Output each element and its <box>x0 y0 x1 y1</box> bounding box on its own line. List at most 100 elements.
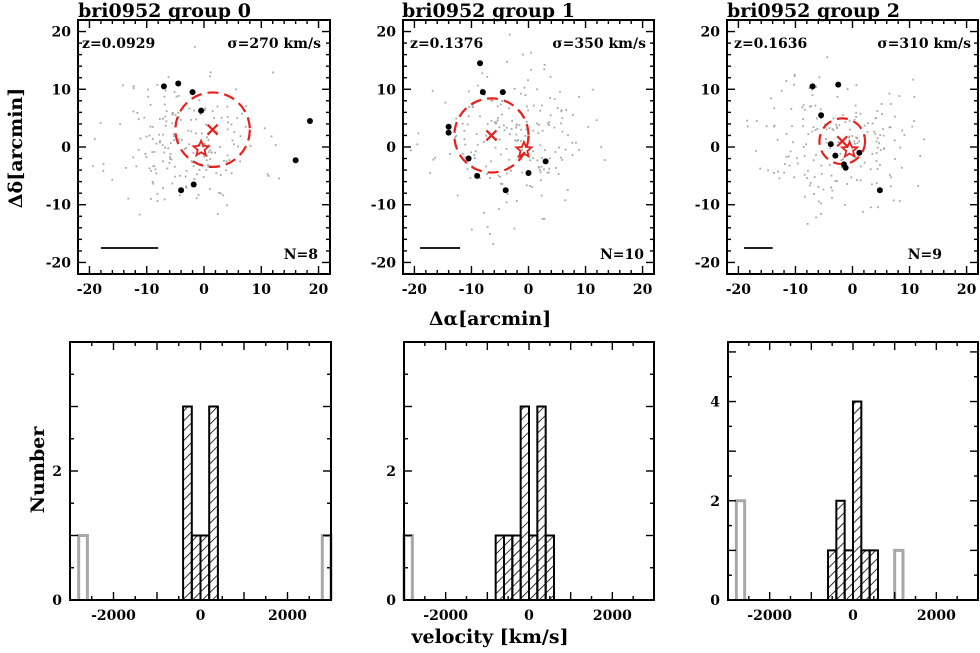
field-galaxy-point <box>515 140 518 142</box>
field-galaxy-point <box>811 94 814 97</box>
field-galaxy-point <box>539 179 542 182</box>
field-galaxy-point <box>805 143 807 146</box>
field-galaxy-point <box>509 133 511 136</box>
field-galaxy-point <box>812 126 815 129</box>
member-galaxy-point <box>190 181 197 188</box>
field-galaxy-point <box>220 116 223 119</box>
field-galaxy-point <box>521 53 524 56</box>
field-galaxy-point <box>263 127 266 130</box>
field-galaxy-point <box>815 216 817 219</box>
field-galaxy-point <box>226 105 229 108</box>
field-galaxy-point <box>155 172 158 175</box>
field-galaxy-point <box>889 103 892 105</box>
histogram-frame-group-2 <box>727 341 979 601</box>
field-galaxy-point <box>889 126 892 129</box>
field-galaxy-point <box>553 98 556 101</box>
y-tick-label: 20 <box>377 25 397 41</box>
x-tick-label: 0 <box>848 608 858 624</box>
field-galaxy-point <box>780 89 783 92</box>
field-galaxy-point <box>137 118 140 121</box>
field-galaxy-point <box>855 179 858 182</box>
field-galaxy-point <box>506 60 508 63</box>
field-galaxy-point <box>147 95 150 98</box>
field-galaxy-point <box>840 166 843 169</box>
field-galaxy-point <box>546 171 549 174</box>
field-galaxy-point <box>813 176 816 178</box>
x-tick-label: 0 <box>524 608 534 624</box>
member-galaxy-point <box>445 123 452 130</box>
field-galaxy-point <box>152 165 155 168</box>
member-velocity-bar <box>835 499 846 601</box>
field-galaxy-point <box>449 153 452 155</box>
field-galaxy-point <box>814 104 817 107</box>
field-galaxy-point <box>173 165 176 168</box>
field-galaxy-point <box>855 111 857 114</box>
field-galaxy-point <box>205 123 208 126</box>
member-velocity-bar <box>503 534 514 601</box>
brightest-galaxy-star <box>191 138 211 158</box>
member-velocity-bar <box>868 549 880 602</box>
field-galaxy-point <box>785 155 788 158</box>
field-galaxy-point <box>919 155 922 157</box>
field-galaxy-point <box>539 171 542 174</box>
field-galaxy-point <box>455 134 458 137</box>
field-galaxy-point <box>521 171 524 174</box>
field-galaxy-point <box>503 129 506 132</box>
field-galaxy-point <box>188 107 191 110</box>
y-tick-label: -20 <box>371 255 397 271</box>
field-galaxy-point <box>481 72 484 75</box>
field-galaxy-point <box>195 118 197 121</box>
field-galaxy-point <box>842 114 844 117</box>
field-galaxy-point <box>848 119 851 122</box>
field-galaxy-point <box>164 115 167 118</box>
member-galaxy-point <box>856 149 863 156</box>
field-galaxy-point <box>173 132 175 135</box>
field-galaxy-point <box>171 122 174 125</box>
field-galaxy-point <box>831 128 834 130</box>
field-galaxy-point <box>521 148 523 151</box>
panel-title-group-0: bri0952 group 0 <box>78 0 251 22</box>
field-galaxy-point <box>855 136 857 139</box>
field-galaxy-point <box>245 105 248 108</box>
field-galaxy-point <box>564 148 567 151</box>
field-galaxy-point <box>529 184 531 187</box>
field-galaxy-point <box>199 113 202 116</box>
field-galaxy-point <box>151 151 154 153</box>
field-galaxy-point <box>878 142 881 145</box>
x-tick-label: -10 <box>459 282 485 298</box>
field-galaxy-point <box>203 155 206 158</box>
field-galaxy-point <box>190 118 193 121</box>
member-galaxy-point <box>809 83 816 90</box>
field-galaxy-point <box>213 117 215 119</box>
field-galaxy-point <box>195 132 197 135</box>
field-galaxy-point <box>185 185 187 188</box>
field-galaxy-point <box>783 171 786 174</box>
field-galaxy-point <box>154 168 157 171</box>
y-tick-label: -20 <box>46 255 72 271</box>
field-galaxy-point <box>505 126 508 129</box>
field-galaxy-point <box>807 169 809 172</box>
panel-title-group-2: bri0952 group 2 <box>727 0 900 22</box>
field-galaxy-point <box>898 200 901 202</box>
hist-y-axis-label: Number <box>27 426 49 514</box>
field-galaxy-point <box>499 175 501 178</box>
field-galaxy-point <box>532 150 535 153</box>
field-galaxy-point <box>495 122 497 125</box>
field-galaxy-point <box>796 162 799 165</box>
field-galaxy-point <box>806 222 809 225</box>
field-galaxy-point <box>195 197 198 200</box>
field-galaxy-point <box>145 156 148 158</box>
field-galaxy-point <box>848 128 851 131</box>
field-galaxy-point <box>497 117 499 119</box>
field-galaxy-point <box>875 182 878 185</box>
field-galaxy-point <box>532 104 535 107</box>
member-velocity-bar <box>182 405 193 601</box>
field-galaxy-point <box>525 184 528 187</box>
field-galaxy-point <box>144 153 147 155</box>
outside-member-bar <box>734 499 747 600</box>
field-galaxy-point <box>178 174 181 177</box>
field-galaxy-point <box>147 88 149 91</box>
field-galaxy-point <box>165 120 168 123</box>
field-galaxy-point <box>228 159 231 162</box>
field-galaxy-point <box>207 165 210 168</box>
